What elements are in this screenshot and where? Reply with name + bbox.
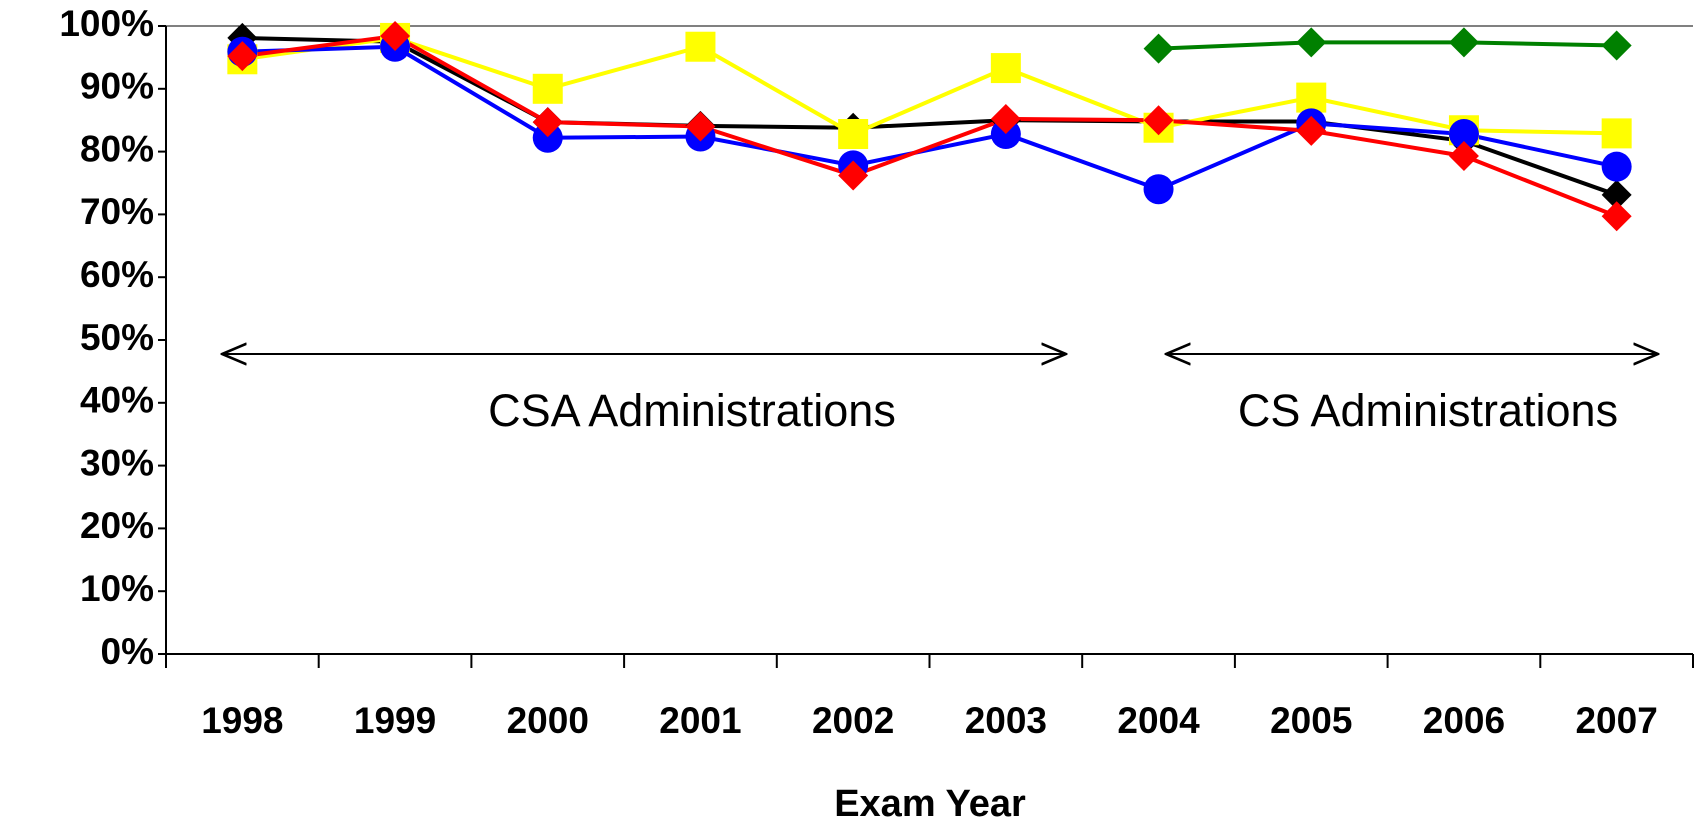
y-tick-label: 90% <box>80 66 154 107</box>
y-tick-label: 70% <box>80 191 154 232</box>
y-tick-label: 0% <box>101 631 154 672</box>
point <box>532 122 563 153</box>
point <box>1448 119 1479 150</box>
point <box>1601 30 1632 61</box>
x-tick-label: 2000 <box>507 700 589 741</box>
point <box>1601 201 1632 232</box>
point <box>1601 118 1632 149</box>
point <box>990 103 1021 134</box>
x-tick-label: 1998 <box>201 700 283 741</box>
point <box>1296 115 1327 146</box>
point <box>532 107 563 138</box>
y-tick-label: 50% <box>80 317 154 358</box>
series-line <box>242 35 1618 197</box>
point <box>532 73 563 104</box>
y-tick-label: 40% <box>80 380 154 421</box>
point <box>1296 82 1327 113</box>
point <box>838 119 869 150</box>
x-tick-label: 2007 <box>1575 700 1657 741</box>
series-line <box>242 44 1618 192</box>
x-axis-label: Exam Year <box>834 783 1026 825</box>
point <box>990 53 1021 84</box>
point <box>380 21 411 52</box>
y-tick-label: 60% <box>80 254 154 295</box>
point <box>1601 151 1632 182</box>
y-tick-label: 100% <box>59 3 154 44</box>
y-tick-label: 80% <box>80 128 154 169</box>
point <box>227 41 258 72</box>
x-tick-label: 2006 <box>1423 700 1505 741</box>
annotation: CS Administrations <box>1238 385 1618 436</box>
x-tick-label: 2005 <box>1270 700 1352 741</box>
annotation: CSA Administrations <box>488 385 896 436</box>
point <box>1448 140 1479 171</box>
point <box>1448 27 1479 58</box>
point <box>838 160 869 191</box>
series-line <box>1158 40 1617 51</box>
x-tick-label: 2004 <box>1117 700 1200 741</box>
point <box>990 119 1021 150</box>
x-tick-label: 2003 <box>965 700 1047 741</box>
y-tick-label: 30% <box>80 442 154 483</box>
series-line <box>242 33 1618 219</box>
point <box>685 31 716 62</box>
x-tick-label: 1999 <box>354 700 436 741</box>
point <box>1143 105 1174 136</box>
y-tick-label: 10% <box>80 568 154 609</box>
point <box>1296 27 1327 58</box>
x-tick-label: 2001 <box>659 700 741 741</box>
point <box>1143 33 1174 64</box>
series-line <box>242 35 1617 137</box>
point <box>685 111 716 142</box>
point <box>1601 179 1632 210</box>
y-tick-label: 20% <box>80 505 154 546</box>
point <box>1143 174 1174 205</box>
x-tick-label: 2002 <box>812 700 894 741</box>
